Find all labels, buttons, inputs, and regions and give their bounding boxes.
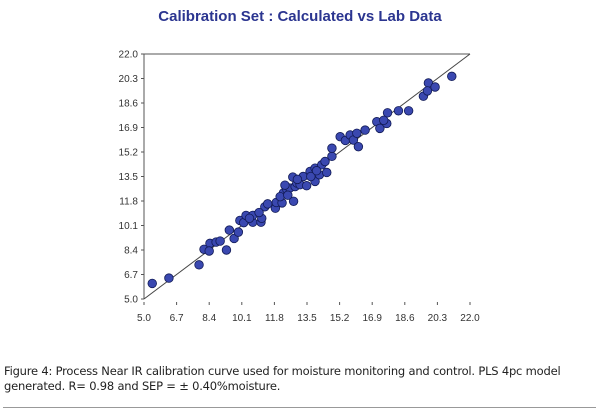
data-point <box>320 156 330 167</box>
x-tick-label: 8.4 <box>202 313 216 324</box>
data-point <box>393 106 404 116</box>
chart-title: Calibration Set : Calculated vs Lab Data <box>158 8 442 25</box>
data-point <box>403 106 414 116</box>
x-tick-label: 20.3 <box>428 313 448 324</box>
data-point <box>375 123 385 134</box>
y-tick-label: 6.7 <box>124 270 138 281</box>
y-tick-label: 20.3 <box>119 74 139 85</box>
y-tick-label: 18.6 <box>119 99 139 110</box>
data-point <box>204 246 214 256</box>
y-tick-label: 22.0 <box>119 50 139 61</box>
x-tick-label: 5.0 <box>137 313 151 324</box>
data-point <box>306 171 316 182</box>
data-point <box>280 180 290 190</box>
data-point <box>283 190 293 200</box>
x-tick-label: 6.7 <box>170 313 184 324</box>
y-tick-label: 11.8 <box>119 197 138 208</box>
data-point <box>194 260 204 270</box>
y-tick-label: 15.2 <box>119 148 139 159</box>
y-tick-label: 8.4 <box>124 246 138 257</box>
data-point <box>224 225 235 235</box>
y-tick-label: 10.1 <box>119 221 139 232</box>
caption-line-2: generated. R= 0.98 and SEP = ± 0.40%mois… <box>4 379 281 393</box>
data-point <box>360 125 370 135</box>
data-point <box>147 278 157 289</box>
data-point <box>430 82 440 92</box>
divider <box>3 407 596 408</box>
data-point <box>353 141 364 152</box>
x-tick-label: 18.6 <box>395 313 415 324</box>
axes: 5.0 6.7 8.4 10.1 11.8 13.5 15.2 16.9 18.6 20.3 22.… <box>119 50 481 325</box>
data-point <box>382 108 393 118</box>
data-point <box>244 213 255 223</box>
x-tick-label: 13.5 <box>297 313 317 324</box>
figure-caption: Figure 4: Process Near IR calibration cu… <box>4 364 594 394</box>
data-point <box>164 273 174 283</box>
y-tick-label: 5.0 <box>124 295 138 306</box>
data-point <box>292 174 303 185</box>
x-tick-label: 15.2 <box>330 313 350 324</box>
data-point <box>288 196 299 206</box>
data-points <box>147 71 457 289</box>
x-tick-label: 16.9 <box>362 313 382 324</box>
data-point <box>254 207 264 218</box>
y-tick-label: 16.9 <box>119 123 139 134</box>
data-point <box>322 167 332 178</box>
data-point <box>311 166 322 176</box>
data-point <box>275 191 285 202</box>
x-tick-label: 11.8 <box>265 313 284 324</box>
x-tick-label: 22.0 <box>460 313 480 324</box>
data-point <box>447 71 457 82</box>
data-point <box>301 181 312 191</box>
scatter-chart: Calibration Set : Calculated vs Lab Data… <box>119 8 481 325</box>
data-point <box>327 151 337 162</box>
caption-line-1: Figure 4: Process Near IR calibration cu… <box>4 364 561 378</box>
data-point <box>215 236 225 246</box>
data-point <box>422 86 433 96</box>
y-tick-label: 13.5 <box>119 172 139 183</box>
data-point <box>233 227 244 237</box>
data-point <box>221 245 232 255</box>
data-point <box>262 199 273 209</box>
data-point <box>327 143 337 153</box>
data-point <box>352 128 362 138</box>
x-tick-label: 10.1 <box>232 313 252 324</box>
data-point <box>379 115 389 125</box>
